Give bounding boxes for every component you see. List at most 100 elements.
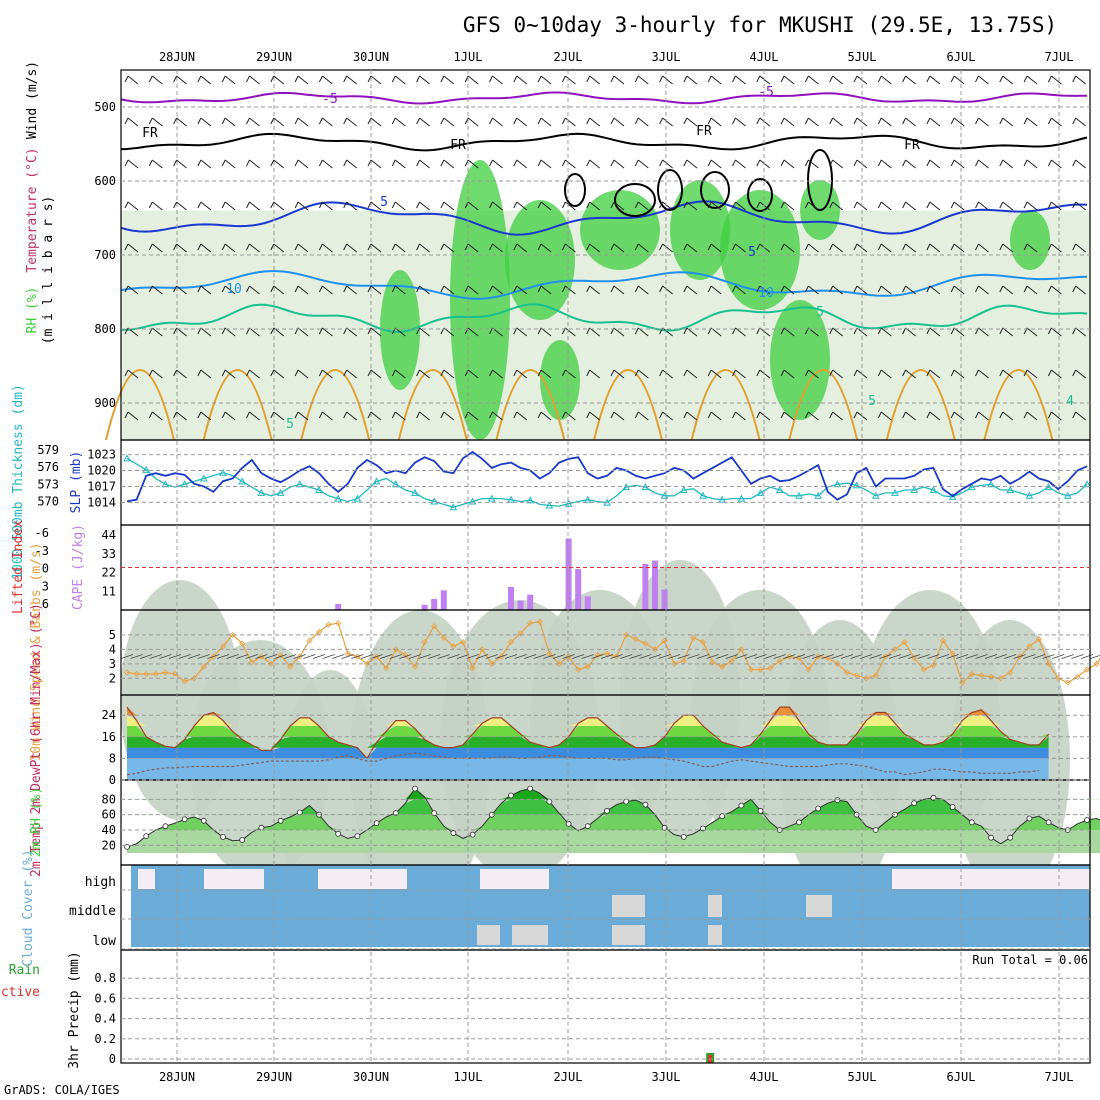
cape-bar xyxy=(661,589,668,610)
wind-barb-flag xyxy=(221,159,226,167)
wind-barb-flag xyxy=(197,201,202,209)
wind-barb xyxy=(419,327,430,337)
date-label-bottom: 28JUN xyxy=(159,1070,195,1084)
wind-barb-flag xyxy=(1072,285,1077,293)
wind10m-barb xyxy=(716,654,729,659)
wind-barb-flag xyxy=(1072,411,1077,419)
wind10m-barb xyxy=(360,654,374,659)
wind-barb xyxy=(905,285,916,295)
wind-barb xyxy=(613,201,625,211)
wind-barb xyxy=(978,327,989,337)
wind-barb-flag xyxy=(829,369,834,377)
wind10m-barb xyxy=(1052,654,1065,659)
wind-barb-flag xyxy=(586,117,591,125)
wind-barb xyxy=(880,243,892,253)
thickness-point xyxy=(564,499,573,507)
wind-barb xyxy=(346,243,358,253)
wind-barb-flag xyxy=(318,369,323,377)
rh2m-point xyxy=(757,807,764,814)
wind-barb-flag xyxy=(1072,117,1077,125)
wind-barb xyxy=(394,201,406,211)
wind-barb xyxy=(273,243,285,253)
wind-barb xyxy=(151,117,163,127)
wind-barb xyxy=(783,243,795,253)
wind10m-barb xyxy=(1032,654,1046,659)
wind-barb xyxy=(613,327,625,337)
wind-barb xyxy=(565,369,576,379)
wind-barb-flag xyxy=(489,201,493,209)
wind10m-point xyxy=(498,653,505,660)
wind10m-barb xyxy=(255,654,268,659)
wind-barb xyxy=(978,411,989,421)
wind10m-point xyxy=(603,650,611,657)
wind-barb xyxy=(905,369,916,379)
thickness-point xyxy=(507,495,515,503)
thickness-point xyxy=(795,491,803,499)
wind-barb xyxy=(273,75,285,85)
wind-barb-flag xyxy=(416,159,421,167)
wind10m-barb xyxy=(927,654,940,659)
wind-barb xyxy=(540,159,552,169)
wind-barb-flag xyxy=(124,243,129,251)
wind-barb xyxy=(759,243,771,253)
wind-barb-flag xyxy=(489,369,493,377)
wind-barb-flag xyxy=(148,201,153,209)
date-label-bottom: 3JUL xyxy=(652,1070,681,1084)
chart-title: GFS 0~10day 3-hourly for MKUSHI (29.5E, … xyxy=(463,13,1057,37)
wind-barb-flag xyxy=(975,369,979,377)
wind10m-barb xyxy=(840,654,854,659)
cloud-high-clear xyxy=(204,869,264,889)
wind-barb-flag xyxy=(197,159,202,167)
wind-barb xyxy=(443,369,455,379)
wind-barb xyxy=(249,243,260,253)
wind-barb-flag xyxy=(829,201,834,209)
temp-band xyxy=(127,758,1049,780)
wind10m-point xyxy=(613,653,620,660)
temp-contour-10 xyxy=(120,270,1088,300)
wind-barb xyxy=(1026,285,1038,295)
wind10m-barb xyxy=(744,654,758,659)
slp-tick: 1017 xyxy=(87,479,116,493)
wind-barb-flag xyxy=(270,285,275,293)
wind10m-point xyxy=(882,653,889,660)
wind-barb-flag xyxy=(318,411,323,419)
wind-barb-flag xyxy=(950,159,955,167)
wind10m-barb xyxy=(245,654,258,659)
wind-barb xyxy=(370,117,382,127)
wind-barb xyxy=(808,117,819,127)
wind-barb-flag xyxy=(853,159,858,167)
wind-barb xyxy=(735,159,746,169)
temp-contour-neg5 xyxy=(120,91,1088,105)
freezing-loop xyxy=(657,169,683,211)
cloud-high-clear xyxy=(892,869,1090,889)
cape-tick: 22 xyxy=(102,566,116,580)
wind10m-barb xyxy=(370,654,383,659)
profile-ylabel-rh: RH (%) xyxy=(25,287,40,334)
wind10m-barb xyxy=(706,654,719,659)
cape-ylabel: CAPE (J/kg) xyxy=(71,524,86,610)
wind-barb xyxy=(1002,117,1014,127)
date-label-bottom: 7JUL xyxy=(1045,1070,1074,1084)
wind-barb-flag xyxy=(489,75,493,83)
temp-band xyxy=(127,726,1049,737)
wind-barb xyxy=(1075,369,1087,379)
wind-barb-flag xyxy=(829,159,834,167)
wind-barb-flag xyxy=(221,117,226,125)
wind-barb xyxy=(1051,411,1062,421)
wind-barb xyxy=(783,285,795,295)
wind10m-point xyxy=(786,653,793,660)
wind-barb-flag xyxy=(902,243,907,251)
wind-barb xyxy=(297,201,309,211)
wind-barb-flag xyxy=(902,159,907,167)
profile-ylabel-wind: Wind (m/s) xyxy=(25,61,40,139)
wind-barb xyxy=(492,285,503,295)
wind-barb-flag xyxy=(829,285,834,293)
wind-barb xyxy=(637,201,649,211)
wind-barb xyxy=(540,369,552,379)
wind10m-point xyxy=(392,646,399,653)
wind-barb xyxy=(297,285,309,295)
wind-barb-flag xyxy=(926,243,931,251)
date-label-top: 1JUL xyxy=(454,50,483,64)
wind-barb xyxy=(540,75,552,85)
rh2m-point xyxy=(738,802,745,809)
